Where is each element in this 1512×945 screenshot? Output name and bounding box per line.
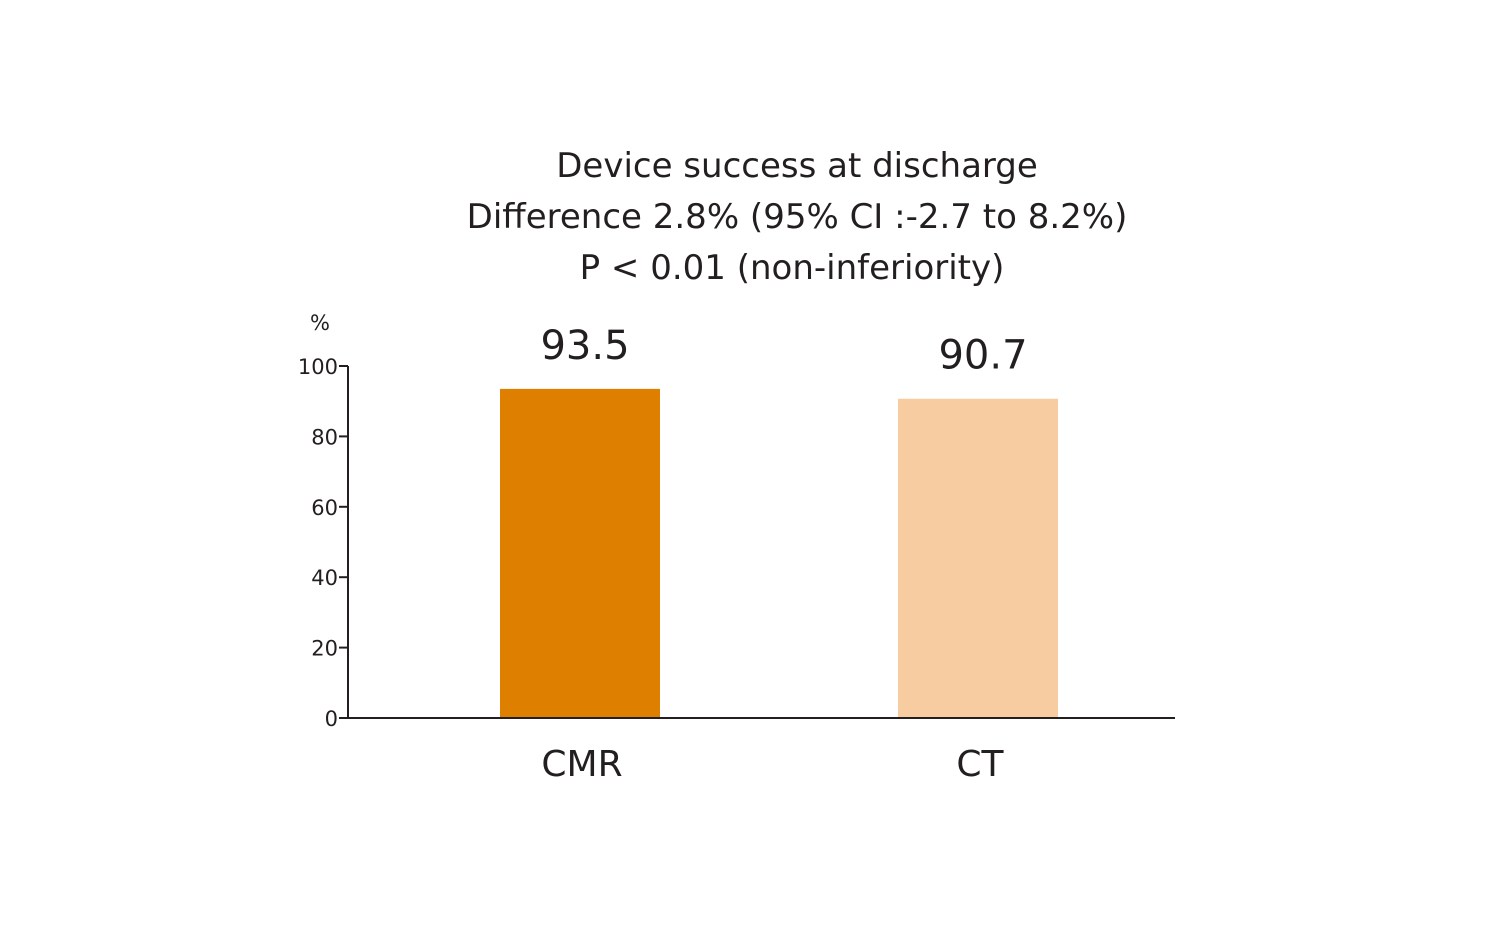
y-tick-label: 60 [311,496,338,520]
y-tick-label: 0 [325,707,338,731]
y-tick-label: 40 [311,566,338,590]
x-category-label-ct: CT [956,744,1004,785]
x-axis: CMR CT [348,717,1175,785]
value-label-cmr: 93.5 [540,323,629,369]
chart-title-line-1: Device success at discharge [556,146,1038,186]
bars [500,388,1058,718]
value-labels: 93.5 90.7 [540,323,1027,379]
y-tick-label: 20 [311,637,338,661]
chart-title-line-2: Difference 2.8% (95% CI :-2.7 to 8.2%) [467,197,1128,237]
y-axis-unit-label: % [310,311,330,335]
y-tick-label: 100 [298,355,338,379]
y-tick-label: 80 [311,425,338,449]
bar-ct [898,398,1058,718]
value-label-ct: 90.7 [938,333,1027,379]
x-category-label-cmr: CMR [541,744,622,785]
chart-title-line-3: P < 0.01 (non-inferiority) [580,248,1005,288]
bar-cmr [500,388,660,718]
chart-title: Device success at discharge Difference 2… [467,146,1128,288]
y-axis: 0 20 40 60 80 100 [298,355,349,731]
